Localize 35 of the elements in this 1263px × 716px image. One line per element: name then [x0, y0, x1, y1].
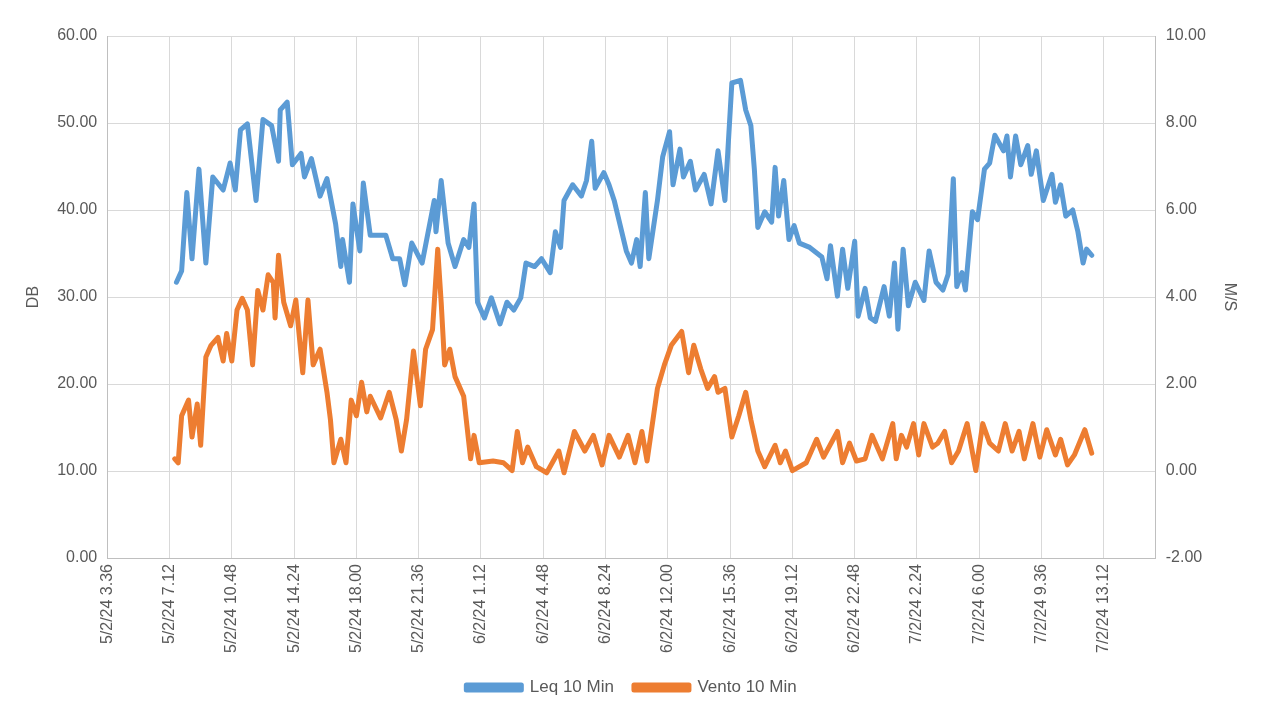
- y-tick-label: 10.00: [57, 461, 98, 479]
- y-tick-label: 60.00: [57, 26, 98, 44]
- y-tick-label: 0.00: [66, 548, 98, 566]
- y-axis-title: DB: [24, 285, 42, 309]
- x-tick-label: 7/2/24 6.00: [969, 563, 987, 645]
- y2-tick-label: 4.00: [1165, 287, 1197, 305]
- x-tick-label: 7/2/24 13.12: [1094, 563, 1112, 653]
- x-tick-label: 7/2/24 9.36: [1031, 563, 1049, 645]
- x-tick-label: 6/2/24 4.48: [533, 563, 551, 645]
- x-tick-label: 5/2/24 10.48: [222, 563, 240, 653]
- x-tick-label: 5/2/24 21.36: [409, 563, 427, 653]
- x-tick-label: 5/2/24 3.36: [97, 563, 115, 645]
- y2-tick-label: -2.00: [1165, 548, 1203, 566]
- y-tick-label: 50.00: [57, 113, 98, 131]
- x-tick-label: 6/2/24 22.48: [845, 563, 863, 653]
- y-tick-label: 40.00: [57, 200, 98, 218]
- y2-tick-label: 2.00: [1165, 374, 1197, 392]
- y2-tick-label: 0.00: [1165, 461, 1197, 479]
- y2-tick-label: 6.00: [1165, 200, 1197, 218]
- x-tick-label: 6/2/24 15.36: [720, 563, 738, 653]
- x-tick-label: 5/2/24 14.24: [284, 563, 302, 653]
- x-tick-label: 6/2/24 19.12: [782, 563, 800, 653]
- legend-label: Vento 10 Min: [697, 677, 797, 697]
- x-tick-label: 5/2/24 18.00: [346, 563, 364, 653]
- y2-tick-label: 10.00: [1165, 26, 1206, 44]
- x-tick-label: 7/2/24 2.24: [907, 563, 925, 645]
- x-tick-label: 6/2/24 12.00: [658, 563, 676, 653]
- x-tick-label: 6/2/24 8.24: [595, 563, 613, 645]
- legend-label: Leq 10 Min: [529, 677, 614, 697]
- y-tick-label: 30.00: [57, 287, 98, 305]
- x-tick-label: 5/2/24 7.12: [159, 563, 177, 645]
- y2-axis-title: M/S: [1221, 282, 1239, 312]
- y2-tick-label: 8.00: [1165, 113, 1197, 131]
- y-tick-label: 20.00: [57, 374, 98, 392]
- x-tick-label: 6/2/24 1.12: [471, 563, 489, 645]
